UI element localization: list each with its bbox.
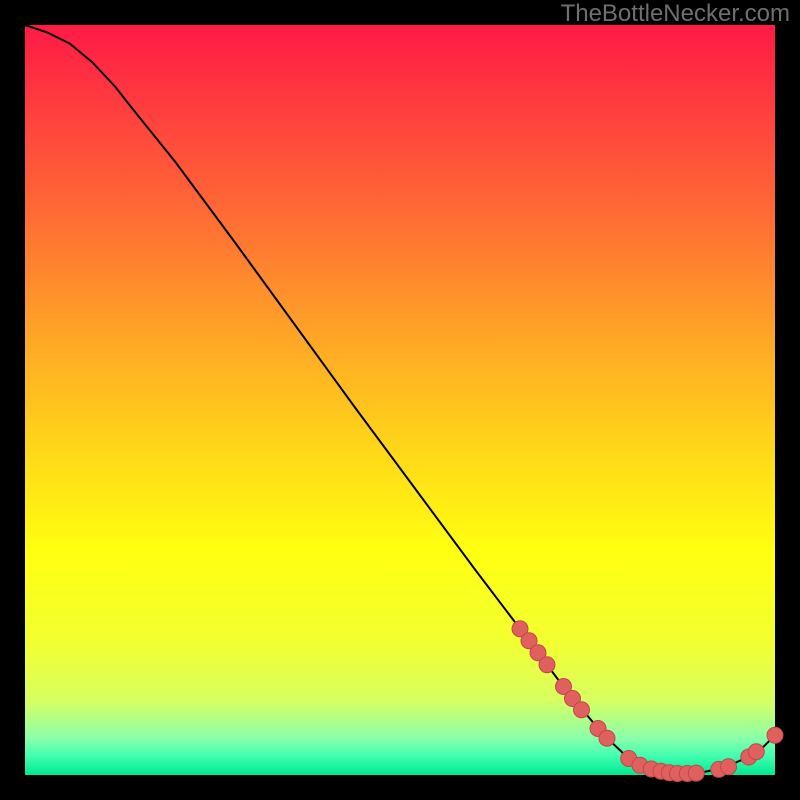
data-marker [767, 727, 783, 743]
chart-svg [25, 25, 775, 775]
data-marker [721, 759, 737, 775]
marker-group [512, 621, 783, 782]
plot-area [25, 25, 775, 775]
watermark-text: TheBottleNecker.com [561, 0, 790, 28]
bottleneck-curve [25, 25, 775, 774]
chart-container: TheBottleNecker.com [0, 0, 800, 800]
data-marker [539, 657, 555, 673]
data-marker [688, 765, 704, 781]
data-marker [574, 702, 590, 718]
data-marker [599, 730, 615, 746]
data-marker [748, 744, 764, 760]
